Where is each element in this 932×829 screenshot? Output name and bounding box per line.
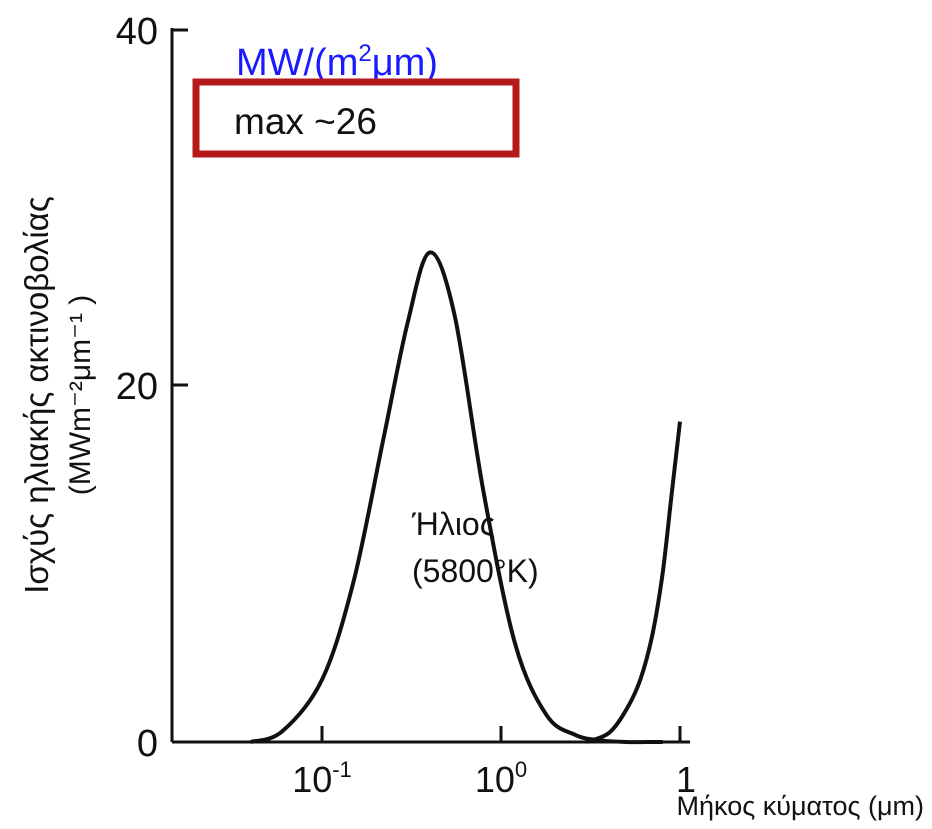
earth-series-line	[585, 421, 682, 744]
x-tick-label-10: 1	[676, 759, 696, 800]
y-tick-label-0: 0	[137, 723, 158, 765]
max-annotation-box	[192, 78, 520, 158]
y-tick-label-20: 20	[116, 366, 158, 408]
x-axis-label: Μήκος κύματος (μm)	[677, 791, 924, 821]
y-axis-label: Ισχύς ηλιακής ακτινοβολίας (MWm⁻²μm⁻¹ )	[18, 196, 97, 593]
sun-series-label-line2: (5800°K)	[412, 553, 539, 589]
sun-series-line	[250, 250, 663, 745]
max-annotation-text: max ~26	[234, 101, 377, 142]
units-annotation: MW/(m2μm)	[236, 40, 438, 84]
y-tick-label-40: 40	[116, 11, 158, 53]
x-tick-label-0.1: 10-1	[292, 757, 352, 800]
x-tick-label-1: 100	[475, 757, 527, 800]
y-axis-label-line2: (MWm⁻²μm⁻¹ )	[64, 295, 97, 496]
y-axis-label-line1: Ισχύς ηλιακής ακτινοβολίας	[18, 196, 55, 593]
sun-series-label-line1: Ήλιος	[411, 506, 495, 542]
